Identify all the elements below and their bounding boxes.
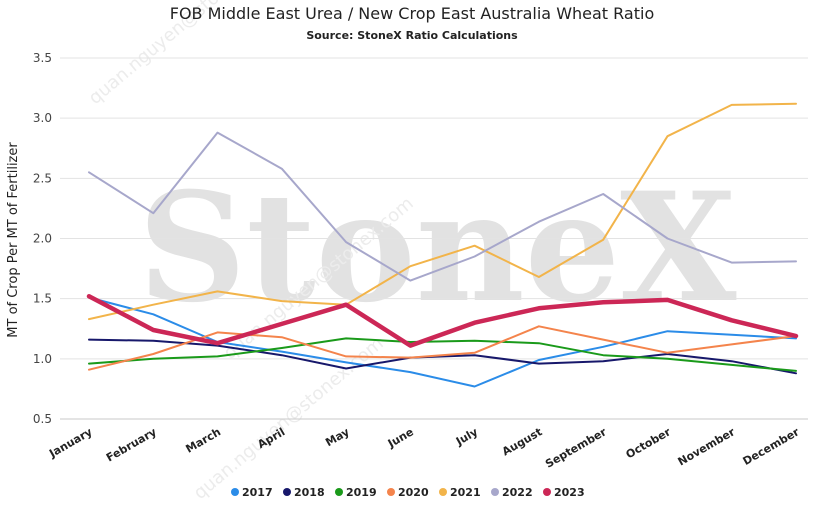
legend-marker [335, 488, 343, 496]
legend-label: 2022 [502, 486, 533, 499]
series-line-2020 [88, 325, 797, 371]
legend-item-2020[interactable]: 2020 [387, 486, 429, 499]
x-tick-label: February [104, 425, 159, 464]
series-line-2017 [88, 296, 797, 388]
legend-marker [387, 488, 395, 496]
x-tick-label: September [543, 425, 609, 471]
y-tick-label: 2.5 [33, 171, 52, 185]
y-tick-label: 0.5 [33, 412, 52, 426]
gridlines [60, 57, 808, 420]
legend-item-2019[interactable]: 2019 [335, 486, 377, 499]
chart-subtitle: Source: StoneX Ratio Calculations [306, 29, 518, 42]
x-tick-label: July [453, 425, 480, 448]
y-tick-label: 1.5 [33, 292, 52, 306]
x-axis-ticks: January February March April May June July Augu… [46, 425, 802, 471]
legend-item-2021[interactable]: 2021 [439, 486, 481, 499]
legend-marker [231, 488, 239, 496]
series-line-2019 [88, 337, 797, 372]
legend-marker [491, 488, 499, 496]
legend-item-2022[interactable]: 2022 [491, 486, 533, 499]
y-tick-label: 2.0 [33, 232, 52, 246]
legend: 2017 2018 2019 2020 2021 2022 2023 [231, 486, 585, 499]
legend-label: 2018 [294, 486, 325, 499]
x-tick-label: December [741, 425, 802, 468]
series-line-2022 [88, 131, 797, 282]
series-line-2018 [88, 338, 797, 375]
legend-marker [439, 488, 447, 496]
series-line-2021 [88, 102, 797, 321]
series-line-2023 [86, 294, 799, 348]
legend-item-2023[interactable]: 2023 [543, 486, 585, 499]
x-tick-label: June [385, 425, 416, 450]
legend-label: 2021 [450, 486, 481, 499]
legend-label: 2020 [398, 486, 429, 499]
x-tick-label: January [46, 425, 94, 460]
series-lines [86, 102, 799, 388]
x-tick-label: August [500, 425, 544, 458]
legend-marker [283, 488, 291, 496]
legend-label: 2019 [346, 486, 377, 499]
y-axis-ticks: 0.5 1.0 1.5 2.0 2.5 3.0 3.5 [33, 51, 52, 426]
x-tick-label: October [624, 425, 674, 461]
legend-label: 2017 [242, 486, 273, 499]
y-axis-label: MT of Crop Per MT of Fertilizer [6, 142, 21, 338]
legend-marker [543, 488, 551, 496]
y-tick-label: 1.0 [33, 352, 52, 366]
x-tick-label: May [323, 425, 351, 449]
x-tick-label: March [184, 425, 224, 455]
x-tick-label: November [676, 425, 738, 468]
watermark-text: StoneX [138, 160, 737, 336]
chart-title: FOB Middle East Urea / New Crop East Aus… [170, 4, 654, 23]
legend-item-2017[interactable]: 2017 [231, 486, 273, 499]
y-tick-label: 3.0 [33, 111, 52, 125]
y-tick-label: 3.5 [33, 51, 52, 65]
legend-item-2018[interactable]: 2018 [283, 486, 325, 499]
legend-label: 2023 [554, 486, 585, 499]
